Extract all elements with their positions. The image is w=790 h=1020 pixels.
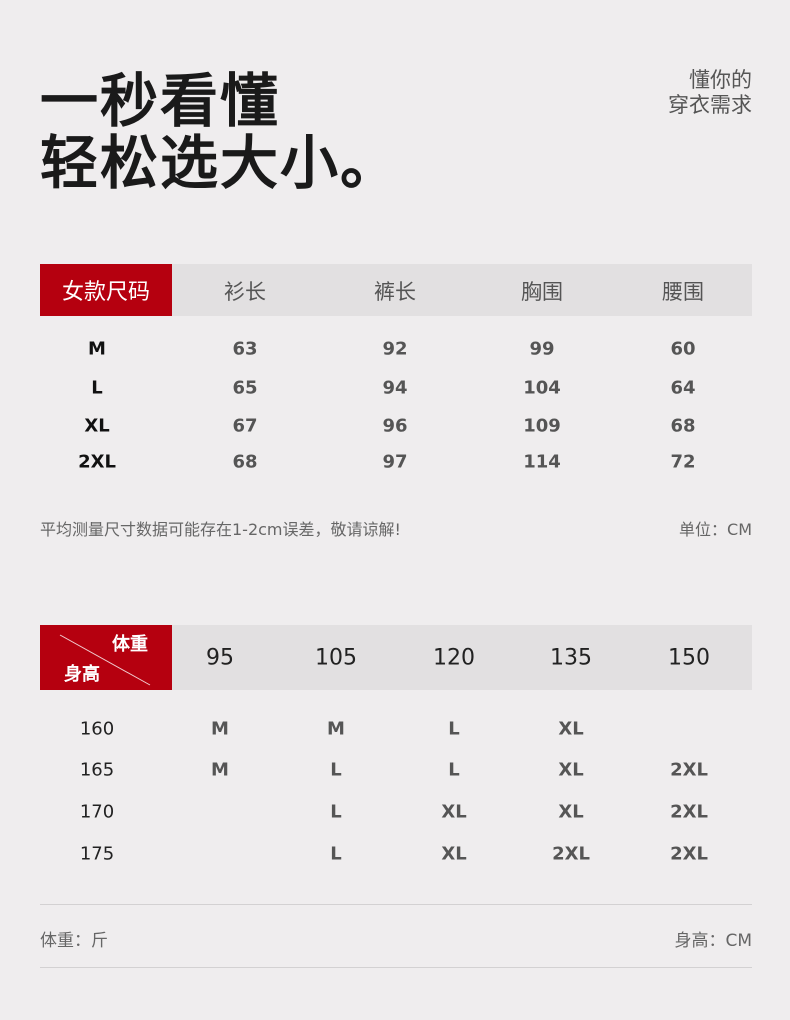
size-cell: L [330,801,342,823]
tagline-line2: 穿衣需求 [668,93,752,117]
height-unit: 身高：CM [674,931,752,951]
table-cell: 94 [382,377,408,399]
fit-table-corner: 体重 身高 [40,625,172,690]
size-cell: L [330,759,342,781]
size-cell: L [448,759,460,781]
weight-header: 120 [433,645,475,671]
column-header: 腰围 [662,280,704,304]
size-table-corner: 女款尺码 [40,264,172,316]
size-cell: XL [441,801,467,823]
size-cell: XL [558,759,584,781]
table-cell: 63 [232,338,258,360]
table-cell: 92 [382,338,408,360]
divider [40,904,752,905]
table-cell: 96 [382,415,408,437]
table-cell: 97 [382,451,408,473]
table-cell: 65 [232,377,258,399]
corner-label: 女款尺码 [61,280,151,305]
headline-line1: 一秒看懂 [40,67,281,135]
size-label: XL [84,415,110,437]
table-cell: 67 [232,415,258,437]
height-label: 165 [79,759,115,781]
size-cell: XL [558,718,584,740]
diagonal-divider [59,634,151,686]
weight-header: 105 [315,645,357,671]
column-header: 胸围 [521,280,563,304]
size-cell: L [330,843,342,865]
table-cell: 99 [529,338,555,360]
size-cell: M [211,718,229,740]
weight-unit: 体重：斤 [40,931,108,951]
size-cell: 2XL [670,843,708,865]
table-cell: 60 [670,338,696,360]
size-cell: 2XL [552,843,590,865]
height-corner-label: 身高 [64,664,100,685]
measurement-note: 平均测量尺寸数据可能存在1-2cm误差，敬请谅解! [40,520,401,539]
size-label: L [91,377,103,399]
column-header: 衫长 [224,280,266,304]
table-cell: 64 [670,377,696,399]
size-label: M [88,338,106,360]
height-label: 175 [79,843,115,865]
size-cell: 2XL [670,801,708,823]
table-cell: 104 [523,377,561,399]
weight-header: 150 [668,645,710,671]
size-label: 2XL [78,451,116,473]
size-cell: XL [558,801,584,823]
divider [40,967,752,968]
column-header: 裤长 [374,280,416,304]
size-cell: M [211,759,229,781]
size-cell: XL [441,843,467,865]
weight-corner-label: 体重 [112,634,148,655]
size-cell: M [327,718,345,740]
headline-line2: 轻松选大小。 [40,129,401,197]
table-cell: 72 [670,451,696,473]
table-cell: 68 [232,451,258,473]
height-label: 160 [79,718,115,740]
size-cell: 2XL [670,759,708,781]
table-cell: 109 [523,415,561,437]
tagline-line1: 懂你的 [689,68,752,92]
unit-label: 单位：CM [679,520,752,539]
size-cell: L [448,718,460,740]
table-cell: 114 [523,451,561,473]
height-label: 170 [79,801,115,823]
table-cell: 68 [670,415,696,437]
weight-header: 95 [206,645,234,671]
weight-header: 135 [550,645,592,671]
